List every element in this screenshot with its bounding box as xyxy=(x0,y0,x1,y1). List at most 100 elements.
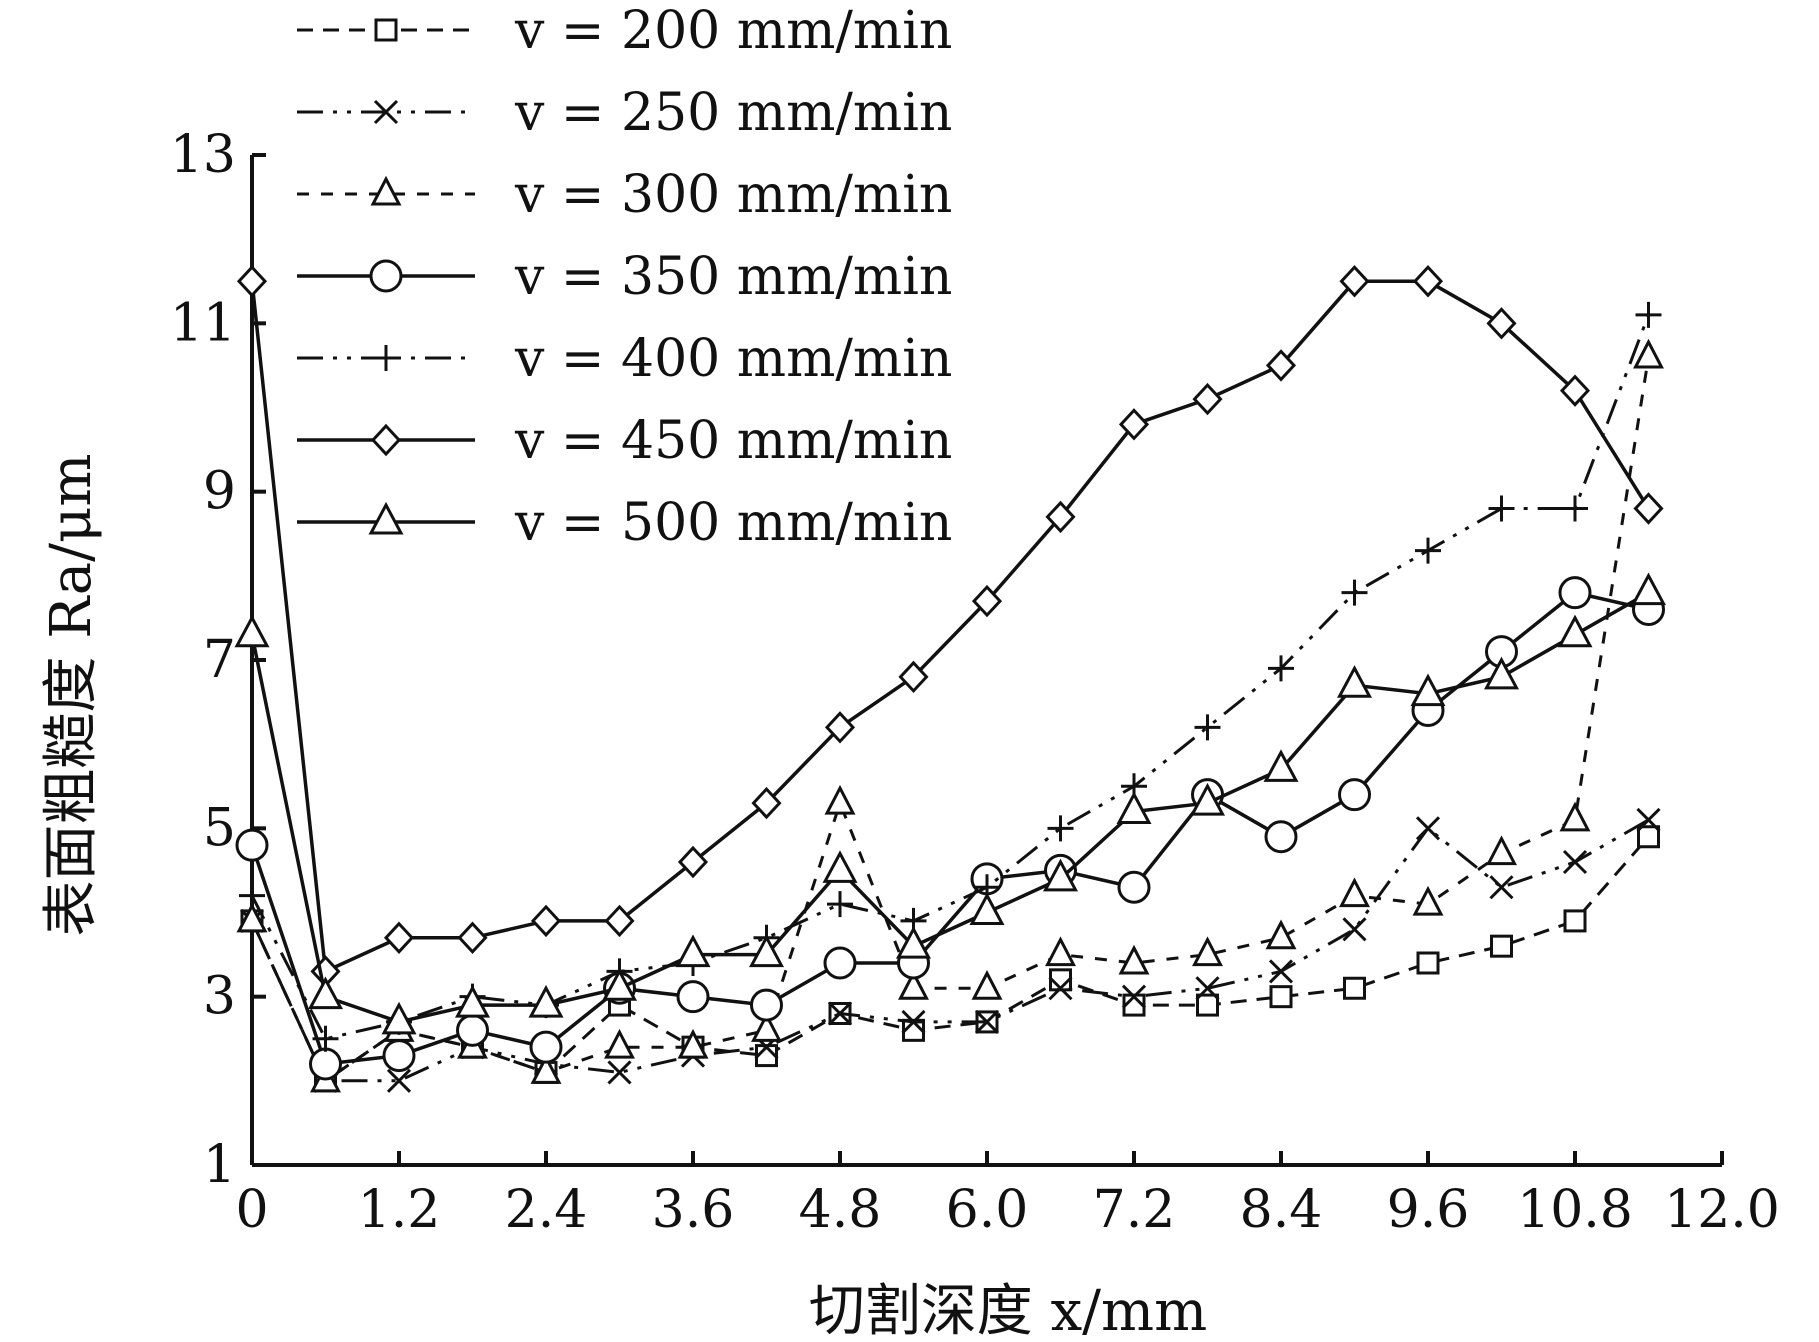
legend-label: v = 500 mm/min xyxy=(514,493,952,553)
data-point xyxy=(454,984,491,1018)
series-7 xyxy=(234,572,1667,1035)
legend-label: v = 450 mm/min xyxy=(514,411,952,471)
x-tick-label: 1.2 xyxy=(358,1180,441,1240)
y-axis-title: 表面粗糙度 Ra/μm xyxy=(39,454,104,937)
data-point xyxy=(1194,714,1221,741)
data-point xyxy=(381,1001,417,1035)
legend-label: v = 400 mm/min xyxy=(514,329,952,389)
data-point xyxy=(386,1068,412,1093)
legend-entry: v = 500 mm/min xyxy=(297,493,952,553)
legend-label: v = 250 mm/min xyxy=(514,83,952,143)
x-tick-label: 0 xyxy=(235,1180,268,1240)
x-tick-label: 2.4 xyxy=(505,1180,588,1240)
data-point xyxy=(1118,944,1150,975)
data-point xyxy=(1483,656,1520,690)
data-point xyxy=(373,99,399,125)
series-4 xyxy=(235,576,1665,1081)
data-point xyxy=(1633,492,1664,525)
data-point xyxy=(312,1025,339,1052)
x-tick-label: 12.0 xyxy=(1664,1180,1780,1240)
data-point xyxy=(1562,849,1588,875)
data-point xyxy=(974,1009,1000,1034)
data-point xyxy=(1558,576,1592,610)
data-point xyxy=(1489,875,1514,900)
series-line xyxy=(250,591,1650,1024)
data-point xyxy=(822,850,858,883)
data-point xyxy=(309,1047,342,1081)
data-point xyxy=(824,784,856,815)
data-point xyxy=(1635,301,1662,328)
legend: v = 200 mm/min v = 250 mm/min v = 300 mm/m… xyxy=(297,1,952,553)
x-tick-label: 3.6 xyxy=(652,1180,735,1240)
data-point xyxy=(1189,782,1226,816)
data-point xyxy=(1343,976,1366,1000)
data-point xyxy=(1336,665,1373,698)
y-tick-label: 3 xyxy=(203,967,236,1027)
data-point xyxy=(530,904,562,938)
data-point xyxy=(604,904,635,938)
data-point xyxy=(1265,919,1297,950)
series-2 xyxy=(239,807,1661,1093)
data-point xyxy=(1192,382,1223,416)
data-point xyxy=(528,984,564,1018)
data-point xyxy=(1192,936,1223,967)
data-point xyxy=(1117,870,1151,904)
data-point xyxy=(1268,655,1294,682)
data-point xyxy=(750,988,783,1022)
data-point xyxy=(1116,791,1152,824)
data-point xyxy=(898,660,929,694)
y-tick-label: 5 xyxy=(203,798,236,858)
data-point xyxy=(1562,495,1588,522)
y-tick-label: 7 xyxy=(203,630,236,690)
data-point xyxy=(677,1028,709,1059)
data-point xyxy=(1633,338,1664,369)
x-axis-title: 切割深度 x/mm xyxy=(809,1279,1207,1342)
legend-entry: v = 250 mm/min xyxy=(297,83,952,143)
data-point xyxy=(1416,951,1440,975)
data-point xyxy=(827,891,853,918)
x-tick-label: 8.4 xyxy=(1240,1180,1323,1240)
data-point xyxy=(368,501,404,535)
data-point xyxy=(529,1030,563,1064)
data-point xyxy=(675,934,711,968)
data-point xyxy=(1196,993,1219,1017)
data-point xyxy=(234,614,270,648)
data-point xyxy=(457,921,488,954)
data-point xyxy=(895,925,932,959)
x-tick-label: 10.8 xyxy=(1517,1180,1633,1240)
data-point xyxy=(1042,858,1079,892)
legend-entry: v = 350 mm/min xyxy=(297,247,952,307)
data-point xyxy=(374,18,398,42)
data-point xyxy=(1412,885,1444,916)
y-tick-label: 11 xyxy=(170,293,236,353)
data-point xyxy=(1264,820,1298,854)
series-line xyxy=(250,818,1650,1083)
data-point xyxy=(1636,807,1661,832)
data-point xyxy=(751,786,782,820)
data-point xyxy=(1338,778,1371,812)
data-point xyxy=(604,1028,635,1059)
data-point xyxy=(382,1039,416,1073)
data-point xyxy=(1265,349,1297,382)
data-point xyxy=(1269,985,1293,1009)
data-point xyxy=(1630,572,1667,606)
data-point xyxy=(307,976,344,1010)
data-point xyxy=(1342,917,1367,942)
data-point xyxy=(601,968,638,1001)
data-point xyxy=(824,711,856,744)
data-point xyxy=(1488,495,1515,522)
data-point xyxy=(607,1060,632,1085)
x-tick-label: 7.2 xyxy=(1093,1180,1176,1240)
data-point xyxy=(369,259,403,293)
data-point xyxy=(370,175,402,206)
data-point xyxy=(1637,825,1660,849)
y-tick-label: 1 xyxy=(203,1135,236,1195)
series-line xyxy=(250,590,1649,1066)
data-point xyxy=(236,902,268,933)
data-point xyxy=(969,892,1005,925)
data-point xyxy=(1263,749,1299,782)
y-tick-label: 13 xyxy=(170,125,236,185)
data-point xyxy=(1118,408,1150,441)
